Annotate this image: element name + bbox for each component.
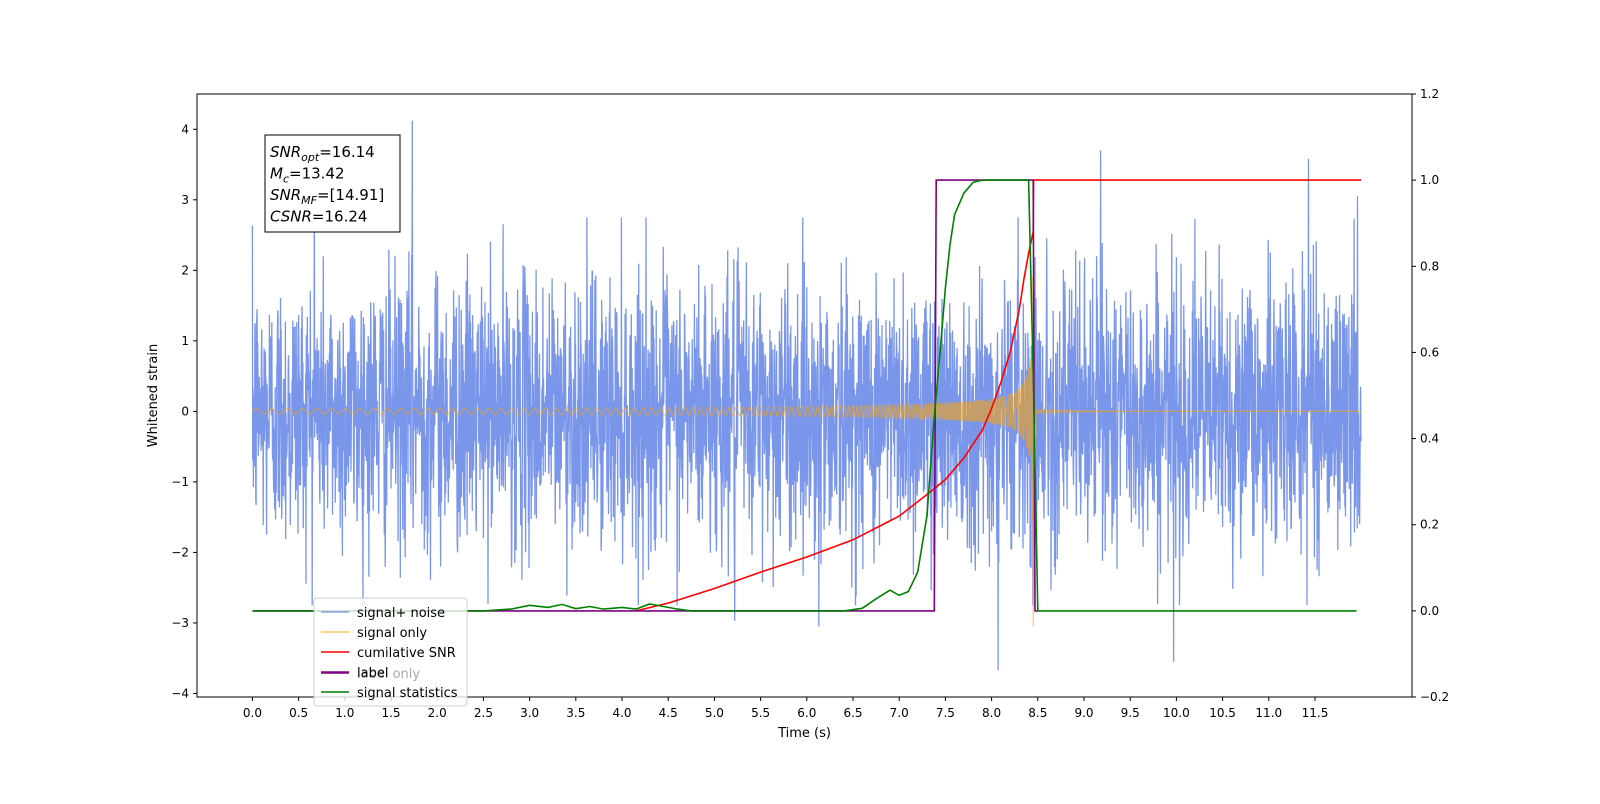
- y-left-tick-label: 0: [181, 404, 189, 418]
- series-line-signal-noise: [251, 120, 1362, 671]
- x-tick-label: 0.0: [243, 706, 262, 720]
- annotation-value: =[14.91]: [317, 186, 384, 204]
- x-tick-label: 1.5: [381, 706, 400, 720]
- y-right-tick-label: 0.4: [1420, 432, 1439, 446]
- x-tick-label: 7.0: [890, 706, 909, 720]
- series-line-signal-statistics: [252, 179, 1357, 612]
- y-right-tick-label: 0.6: [1420, 345, 1439, 359]
- legend-frame: [313, 597, 468, 707]
- y-left-tick-label: 1: [181, 334, 189, 348]
- series-layer: [251, 120, 1362, 671]
- annotation-symbol: CSNR: [270, 208, 312, 226]
- x-tick-label: 9.0: [1074, 706, 1093, 720]
- x-tick-label: 3.0: [520, 706, 539, 720]
- x-axis-label: Time (s): [777, 726, 831, 741]
- series-line-cumilative-snr: [635, 179, 1362, 612]
- legend-label: signal+ noise: [357, 606, 445, 621]
- legend-label: cumilative SNR: [357, 646, 456, 661]
- annotation-value: =13.42: [289, 165, 345, 183]
- x-tick-label: 10.5: [1209, 706, 1236, 720]
- annotation-subscript: MF: [301, 194, 317, 207]
- annotation-subscript: opt: [301, 151, 320, 164]
- annotation-frame: [264, 134, 401, 233]
- annotation-value: =16.14: [319, 143, 375, 161]
- y-left-tick-label: 2: [181, 263, 189, 277]
- x-tick-label: 2.0: [428, 706, 447, 720]
- x-tick-label: 8.0: [982, 706, 1001, 720]
- y-left-tick-label: −3: [171, 616, 189, 630]
- x-tick-label: 5.0: [705, 706, 724, 720]
- annotation-symbol: SNR: [270, 186, 301, 204]
- annotation-line: CSNR=16.24: [270, 208, 367, 226]
- legend: signal+ noise signal only cumilative SNR la…: [313, 597, 468, 707]
- x-tick-label: 2.5: [474, 706, 493, 720]
- y-left-tick-label: −1: [171, 475, 189, 489]
- series-line-signal-only: [251, 277, 1362, 627]
- y-right-tick-label: 1.0: [1420, 173, 1439, 187]
- x-tick-label: 3.5: [566, 706, 585, 720]
- annotation-line: Mc=13.42: [270, 165, 345, 186]
- annotation-symbol: M: [270, 165, 283, 183]
- annotation-box: SNRopt=16.14Mc=13.42SNRMF=[14.91]CSNR=16…: [264, 134, 401, 233]
- legend-label: signal only: [357, 626, 427, 641]
- x-tick-label: 7.5: [936, 706, 955, 720]
- annotation-value: =16.24: [312, 208, 368, 226]
- x-tick-label: 6.0: [797, 706, 816, 720]
- x-tick-label: 10.0: [1163, 706, 1190, 720]
- x-tick-label: 1.0: [335, 706, 354, 720]
- plot-frame: [196, 93, 1413, 698]
- x-tick-label: 11.0: [1255, 706, 1282, 720]
- x-tick-label: 8.5: [1028, 706, 1047, 720]
- y-left-tick-label: −2: [171, 545, 189, 559]
- y-axis-label: Whitened strain: [146, 344, 161, 447]
- y-left-tick-label: 4: [181, 122, 189, 136]
- annotation-line: SNRopt=16.14: [270, 143, 375, 164]
- legend-label: label only: [357, 667, 420, 682]
- legend-label: signal statistics: [357, 686, 458, 701]
- legend-label: label: [357, 666, 388, 681]
- axes-layer: 0.0 0.5 1.0 1.5 2.0 2.5 3.0 3.5 4.0 4.5 5.0 5.5 6.0 6…: [171, 87, 1449, 720]
- annotation-line: SNRMF=[14.91]: [270, 186, 384, 207]
- y-right-tick-label: 0.2: [1420, 518, 1439, 532]
- y-right-tick-label: 1.2: [1420, 87, 1439, 101]
- x-tick-label: 4.0: [612, 706, 631, 720]
- x-tick-label: 4.5: [659, 706, 678, 720]
- annotation-subscript: c: [283, 173, 289, 186]
- x-tick-label: 0.5: [289, 706, 308, 720]
- x-tick-label: 9.5: [1121, 706, 1140, 720]
- x-tick-label: 11.5: [1302, 706, 1329, 720]
- y-right-tick-label: 0.0: [1420, 604, 1439, 618]
- y-left-tick-label: −4: [171, 686, 189, 700]
- y-left-tick-label: 3: [181, 193, 189, 207]
- y-right-tick-label: 0.8: [1420, 259, 1439, 273]
- x-tick-label: 6.5: [843, 706, 862, 720]
- annotation-symbol: SNR: [270, 143, 301, 161]
- x-tick-label: 5.5: [751, 706, 770, 720]
- y-right-tick-label: −0.2: [1420, 690, 1449, 704]
